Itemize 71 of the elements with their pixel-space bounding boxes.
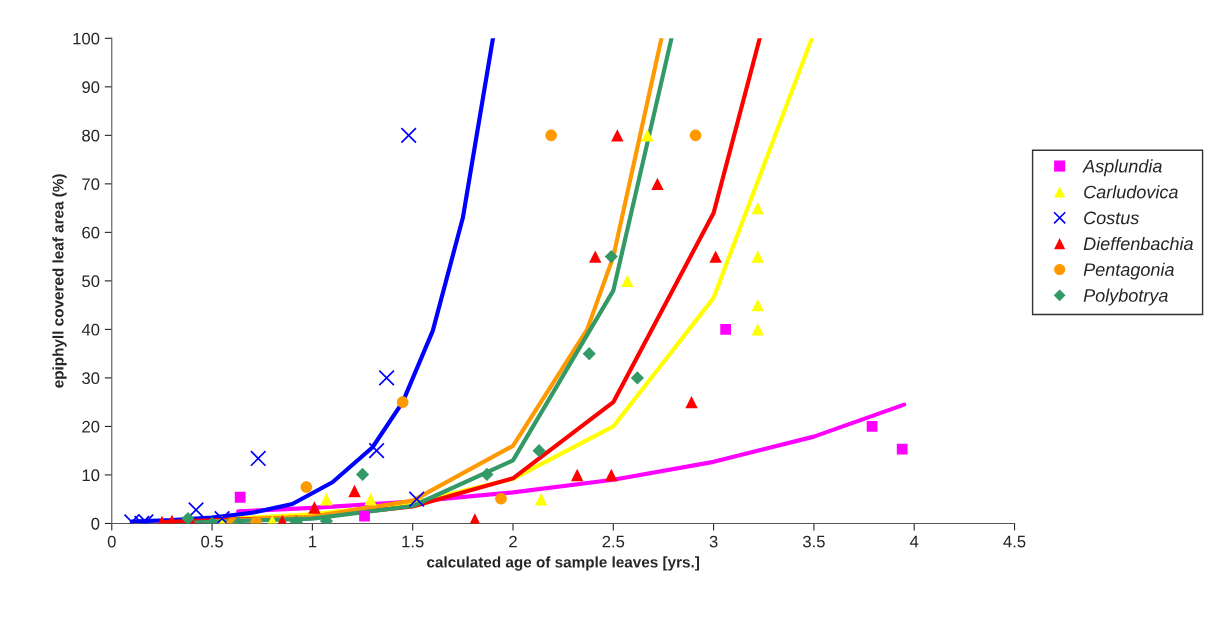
point	[213, 510, 231, 524]
legend-label: Polybotrya	[1083, 288, 1168, 306]
point	[641, 129, 654, 142]
legend-label: Costus	[1084, 211, 1139, 225]
point	[355, 467, 370, 482]
point	[866, 421, 878, 432]
point	[582, 347, 596, 361]
x-tick-label: 2.5	[602, 535, 625, 548]
y-tick-label: 70	[82, 178, 100, 191]
point	[570, 468, 584, 482]
point	[359, 510, 370, 522]
y-tick-label: 80	[82, 129, 100, 142]
point	[605, 468, 618, 482]
x-tick-label: 2	[509, 535, 517, 548]
point	[400, 127, 417, 144]
point	[611, 129, 624, 142]
point	[685, 395, 698, 409]
point	[368, 442, 385, 459]
point	[348, 484, 361, 498]
point	[689, 129, 702, 142]
point	[709, 250, 722, 263]
x-tick-label: 0	[107, 535, 116, 548]
point	[532, 444, 546, 458]
point	[621, 274, 634, 288]
x-tick-label: 4	[909, 535, 919, 548]
point	[480, 467, 494, 482]
x-tick-label: 0.5	[201, 535, 223, 548]
point	[396, 396, 409, 408]
legend-label: Pentagonia	[1083, 262, 1174, 280]
point	[604, 250, 618, 264]
point	[364, 492, 377, 506]
point	[651, 177, 664, 191]
x-axis-title: calculated age of sample leaves [yrs.]	[427, 556, 700, 571]
point	[751, 201, 764, 215]
point	[181, 512, 195, 524]
point	[720, 324, 732, 335]
point	[751, 298, 764, 312]
y-tick-label: 40	[81, 323, 100, 336]
point	[234, 491, 246, 503]
point	[545, 129, 557, 142]
point	[187, 501, 205, 518]
y-tick-label: 10	[82, 469, 100, 482]
y-tick-label: 60	[82, 226, 100, 239]
point	[308, 501, 321, 514]
y-tick-label: 20	[82, 420, 100, 433]
point	[751, 250, 764, 263]
y-tick-label: 0	[91, 517, 100, 530]
point	[896, 443, 908, 455]
point	[630, 371, 644, 385]
y-tick-label: 90	[82, 81, 100, 94]
x-tick-label: 4.5	[1003, 535, 1026, 548]
legend-label: Carludovica	[1084, 185, 1178, 199]
y-tick-label: 50	[82, 275, 100, 288]
point	[408, 491, 425, 508]
x-tick-label: 3.5	[802, 535, 825, 548]
legend-label: Dieffenbachia	[1083, 236, 1193, 251]
point	[320, 492, 333, 506]
y-tick-label: 100	[73, 32, 100, 45]
x-tick-label: 1	[309, 535, 317, 548]
y-axis-title: epiphyll covered leaf area (%)	[52, 174, 67, 388]
point	[751, 323, 764, 336]
y-tick-label: 30	[82, 372, 100, 385]
point	[300, 481, 313, 493]
point	[250, 450, 267, 467]
point	[534, 492, 548, 506]
x-tick-label: 3	[709, 535, 718, 548]
point	[589, 250, 602, 263]
point	[495, 492, 507, 505]
point	[378, 369, 395, 387]
x-tick-label: 1.5	[402, 535, 424, 548]
legend-label: Asplundia	[1082, 159, 1162, 177]
